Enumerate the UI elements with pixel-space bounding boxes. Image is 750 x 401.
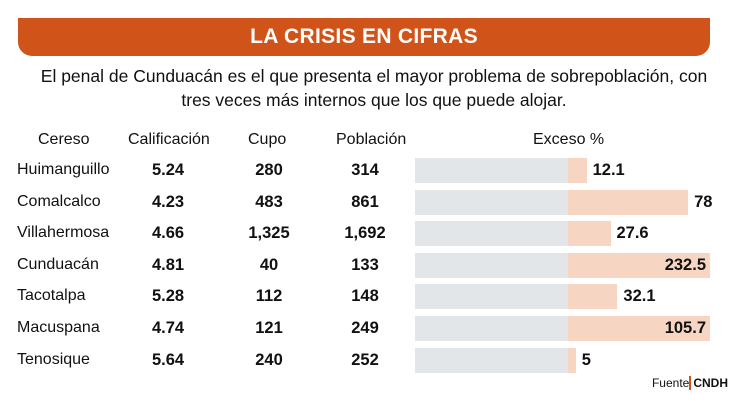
calificacion-value: 5.64: [151, 350, 185, 369]
excess-bar: [568, 189, 689, 215]
table-row: Macuspana 4.74 121 249 105.7: [0, 315, 750, 343]
excess-bar: [568, 158, 587, 183]
title-banner: LA CRISIS EN CIFRAS: [18, 18, 710, 56]
exceso-value: 27.6: [616, 224, 649, 243]
calificacion-value: 4.66: [151, 224, 185, 243]
cereso-name: Tenosique: [17, 350, 90, 368]
title: LA CRISIS EN CIFRAS: [250, 25, 478, 48]
cupo-value: 280: [255, 161, 283, 179]
table-row: Tacotalpa 5.28 112 148 32.1: [0, 283, 750, 311]
header-cupo: Cupo: [248, 131, 287, 148]
subtitle: El penal de Cunduacán es el que presenta…: [18, 64, 730, 112]
cupo-value: 240: [255, 350, 283, 369]
capacity-bar: [415, 221, 568, 247]
table-row: Villahermosa 4.66 1,325 1,692 27.6: [0, 220, 750, 248]
source-value: CNDH: [689, 376, 728, 390]
source-label: Fuente: [651, 376, 690, 390]
cereso-name: Macuspana: [17, 319, 100, 336]
cereso-name: Villahermosa: [17, 224, 110, 242]
header-poblacion: Población: [336, 131, 407, 148]
calificacion-value: 5.24: [151, 161, 185, 179]
poblacion-value: 252: [351, 350, 379, 369]
source: Fuente CNDH: [652, 376, 728, 390]
capacity-bar: [415, 252, 568, 278]
poblacion-value: 861: [351, 192, 379, 211]
table-row: Huimanguillo 5.24 280 314 12.1: [0, 157, 750, 185]
excess-bar: [568, 221, 611, 247]
poblacion-value: 148: [351, 287, 379, 306]
cupo-value: 483: [255, 192, 283, 211]
calificacion-value: 4.23: [151, 192, 185, 211]
excess-bar: [568, 252, 710, 278]
header-exceso: Exceso %: [533, 131, 605, 148]
excess-bar: [568, 316, 710, 341]
table-row: Comalcalco 4.23 483 861 78: [0, 189, 750, 217]
calificacion-value: 4.81: [151, 255, 185, 274]
cupo-value: 40: [259, 255, 279, 274]
cereso-name: Cunduacán: [17, 255, 99, 273]
cereso-name: Comalcalco: [17, 192, 101, 210]
poblacion-value: 314: [351, 161, 379, 179]
cereso-name: Huimanguillo: [17, 161, 110, 178]
capacity-bar: [415, 189, 568, 215]
exceso-value: 232.5: [664, 255, 706, 274]
calificacion-value: 4.74: [151, 319, 185, 337]
header-calificacion: Calificación: [128, 131, 210, 148]
exceso-value: 105.7: [664, 319, 706, 337]
cupo-value: 121: [255, 319, 283, 337]
exceso-value: 5: [581, 350, 591, 369]
table-row: Cunduacán 4.81 40 133 232.5: [0, 252, 750, 280]
exceso-value: 78: [694, 192, 713, 211]
subtitle-line: tres veces más internos que los que pued…: [181, 90, 567, 110]
poblacion-value: 249: [351, 319, 379, 337]
capacity-bar: [415, 347, 568, 373]
excess-bar: [568, 347, 576, 373]
table-row: Tenosique 5.64 240 252 5: [0, 347, 750, 375]
header-cereso: Cereso: [38, 131, 90, 148]
capacity-bar: [415, 284, 568, 310]
excess-bar: [568, 284, 618, 310]
cupo-value: 112: [255, 287, 283, 306]
cupo-value: 1,325: [248, 224, 290, 243]
subtitle-line: El penal de Cunduacán es el que presenta…: [40, 66, 708, 86]
calificacion-value: 5.28: [151, 287, 185, 306]
capacity-bar: [415, 316, 568, 341]
capacity-bar: [415, 158, 568, 183]
poblacion-value: 133: [351, 255, 379, 274]
cereso-name: Tacotalpa: [17, 287, 86, 305]
poblacion-value: 1,692: [344, 224, 386, 243]
exceso-value: 32.1: [623, 287, 656, 306]
exceso-value: 12.1: [592, 161, 625, 179]
